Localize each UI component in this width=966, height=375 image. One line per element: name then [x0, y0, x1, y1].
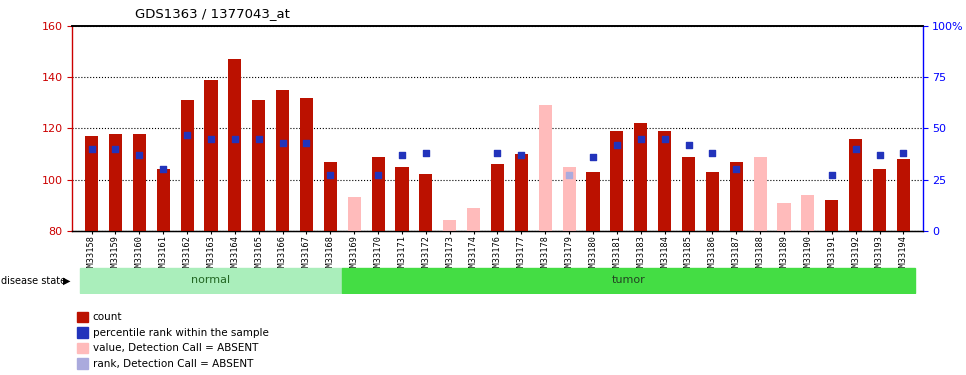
- Text: value, Detection Call = ABSENT: value, Detection Call = ABSENT: [93, 344, 258, 353]
- Bar: [85, 136, 99, 231]
- Bar: [896, 159, 910, 231]
- Bar: [228, 60, 242, 231]
- Point: [704, 150, 720, 156]
- Bar: [205, 80, 217, 231]
- Text: ▶: ▶: [63, 276, 71, 285]
- Bar: [77, 327, 88, 338]
- Bar: [491, 164, 504, 231]
- Bar: [515, 154, 528, 231]
- Bar: [299, 98, 313, 231]
- Point: [585, 154, 601, 160]
- Bar: [419, 174, 433, 231]
- Point: [180, 132, 195, 138]
- Bar: [79, 268, 342, 293]
- Bar: [467, 208, 480, 231]
- Bar: [443, 220, 456, 231]
- Bar: [562, 167, 576, 231]
- Point: [561, 172, 577, 178]
- Bar: [109, 134, 122, 231]
- Bar: [342, 268, 916, 293]
- Point: [872, 152, 888, 158]
- Point: [514, 152, 529, 158]
- Text: disease state: disease state: [1, 276, 66, 285]
- Point: [107, 146, 123, 152]
- Point: [275, 140, 291, 146]
- Bar: [252, 100, 266, 231]
- Point: [848, 146, 864, 152]
- Text: normal: normal: [191, 275, 231, 285]
- Point: [370, 172, 385, 178]
- Bar: [539, 105, 552, 231]
- Point: [298, 140, 314, 146]
- Text: tumor: tumor: [611, 275, 645, 285]
- Bar: [395, 167, 409, 231]
- Bar: [635, 123, 647, 231]
- Point: [490, 150, 505, 156]
- Point: [610, 142, 625, 148]
- Bar: [132, 134, 146, 231]
- Point: [824, 172, 839, 178]
- Bar: [611, 131, 623, 231]
- Bar: [156, 170, 170, 231]
- Bar: [586, 172, 600, 231]
- Bar: [729, 162, 743, 231]
- Bar: [348, 197, 360, 231]
- Bar: [77, 358, 88, 369]
- Point: [895, 150, 911, 156]
- Bar: [372, 156, 384, 231]
- Point: [84, 146, 99, 152]
- Bar: [324, 162, 337, 231]
- Bar: [825, 200, 838, 231]
- Point: [203, 136, 218, 142]
- Bar: [276, 90, 289, 231]
- Text: count: count: [93, 312, 123, 322]
- Point: [323, 172, 338, 178]
- Bar: [778, 202, 790, 231]
- Bar: [802, 195, 814, 231]
- Point: [633, 136, 648, 142]
- Text: percentile rank within the sample: percentile rank within the sample: [93, 328, 269, 338]
- Bar: [658, 131, 671, 231]
- Point: [251, 136, 267, 142]
- Point: [418, 150, 434, 156]
- Bar: [873, 170, 886, 231]
- Point: [681, 142, 696, 148]
- Text: GDS1363 / 1377043_at: GDS1363 / 1377043_at: [135, 7, 290, 20]
- Bar: [682, 156, 696, 231]
- Bar: [753, 156, 767, 231]
- Point: [394, 152, 410, 158]
- Text: rank, Detection Call = ABSENT: rank, Detection Call = ABSENT: [93, 359, 253, 369]
- Point: [131, 152, 147, 158]
- Bar: [77, 343, 88, 353]
- Point: [227, 136, 242, 142]
- Bar: [181, 100, 193, 231]
- Bar: [849, 139, 863, 231]
- Point: [657, 136, 672, 142]
- Bar: [706, 172, 719, 231]
- Bar: [77, 312, 88, 322]
- Point: [156, 166, 171, 172]
- Point: [728, 166, 744, 172]
